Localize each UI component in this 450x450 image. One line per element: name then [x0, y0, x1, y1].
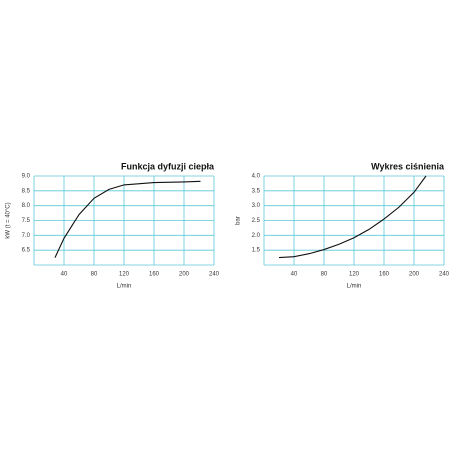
x-axis-label: L/min — [347, 284, 362, 290]
y-tick-label: 2.0 — [252, 233, 261, 239]
x-tick-label: 240 — [439, 272, 450, 278]
y-tick-label: 6.5 — [22, 248, 31, 254]
data-line — [54, 180, 201, 258]
x-tick-label: 160 — [379, 272, 390, 278]
y-tick-label: 7.5 — [22, 218, 31, 224]
x-tick-label: 40 — [61, 272, 68, 278]
y-tick-label: 2.5 — [252, 218, 261, 224]
x-tick-label: 200 — [409, 272, 420, 278]
y-tick-label: 9.0 — [22, 174, 31, 180]
x-tick-label: 40 — [291, 272, 298, 278]
x-tick-label: 80 — [91, 272, 98, 278]
y-tick-label: 8.5 — [22, 188, 31, 194]
y-axis-label: bar — [236, 216, 242, 225]
x-tick-label: 120 — [119, 272, 130, 278]
x-axis-label: L/min — [117, 284, 132, 290]
y-tick-label: 3.0 — [252, 203, 261, 209]
y-tick-label: 4.0 — [252, 174, 261, 180]
y-axis-label: kW (t = 40°C) — [6, 202, 12, 238]
x-tick-label: 120 — [349, 272, 360, 278]
y-tick-label: 3.5 — [252, 188, 261, 194]
x-tick-label: 80 — [321, 272, 328, 278]
chart-title: Funkcja dyfuzji ciepła — [121, 161, 215, 171]
data-line — [278, 175, 427, 259]
y-tick-label: 8.0 — [22, 203, 31, 209]
x-tick-label: 200 — [179, 272, 190, 278]
chart-title: Wykres ciśnienia — [371, 161, 445, 171]
x-tick-label: 240 — [209, 272, 220, 278]
y-tick-label: 7.0 — [22, 233, 31, 239]
x-tick-label: 160 — [149, 272, 160, 278]
y-tick-label: 1.5 — [252, 248, 261, 254]
